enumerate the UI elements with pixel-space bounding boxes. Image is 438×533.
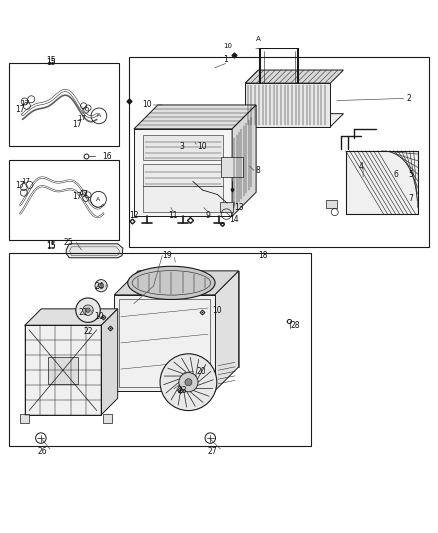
Text: 10: 10 (197, 142, 206, 151)
Text: 16: 16 (102, 152, 112, 161)
Text: 2: 2 (406, 94, 411, 103)
Text: 10: 10 (223, 43, 232, 49)
Polygon shape (245, 83, 330, 127)
Text: 17: 17 (20, 100, 29, 106)
Text: 10: 10 (142, 100, 152, 109)
Text: 17: 17 (72, 192, 82, 201)
Circle shape (179, 373, 198, 392)
Text: 27: 27 (208, 447, 217, 456)
Text: 17: 17 (21, 178, 31, 184)
Text: 3: 3 (180, 142, 184, 151)
Bar (219, 203, 233, 212)
Text: 6: 6 (393, 171, 398, 179)
Circle shape (185, 379, 192, 386)
Text: 9: 9 (206, 211, 211, 220)
Text: 10: 10 (212, 305, 222, 314)
Text: 15: 15 (46, 241, 56, 250)
Text: 7: 7 (409, 195, 413, 203)
Text: A: A (96, 197, 101, 202)
Text: 8: 8 (256, 166, 261, 175)
Text: 15: 15 (46, 58, 56, 67)
Text: 10: 10 (94, 312, 104, 321)
Bar (326, 200, 337, 208)
Text: 17: 17 (72, 120, 82, 129)
Text: 15: 15 (46, 243, 56, 252)
Text: 12: 12 (129, 211, 138, 220)
Text: 14: 14 (230, 215, 239, 224)
Text: 18: 18 (258, 251, 268, 260)
Polygon shape (346, 151, 418, 214)
Text: 13: 13 (234, 203, 244, 212)
Text: 1: 1 (223, 54, 228, 63)
Polygon shape (134, 129, 232, 216)
Bar (119, 299, 210, 386)
Text: 17: 17 (15, 105, 25, 114)
Text: 24: 24 (94, 281, 104, 290)
Text: A: A (256, 36, 261, 43)
Polygon shape (245, 114, 343, 127)
Circle shape (86, 308, 90, 312)
Polygon shape (138, 271, 239, 367)
Bar (10, 159, 119, 240)
Text: 17: 17 (15, 181, 25, 190)
Bar (221, 157, 243, 177)
Bar (48, 357, 78, 384)
Text: 5: 5 (409, 171, 413, 179)
Polygon shape (66, 244, 123, 258)
Polygon shape (25, 309, 118, 326)
Circle shape (76, 298, 100, 322)
Polygon shape (114, 295, 215, 391)
Text: 21: 21 (79, 308, 88, 317)
Text: 23: 23 (177, 386, 187, 395)
Polygon shape (232, 105, 256, 216)
Ellipse shape (128, 266, 215, 300)
Text: 28: 28 (291, 321, 300, 330)
Circle shape (95, 280, 107, 292)
Polygon shape (101, 309, 118, 415)
Polygon shape (134, 105, 256, 129)
Text: 26: 26 (37, 447, 47, 456)
Polygon shape (245, 70, 343, 83)
Text: 17: 17 (77, 115, 86, 121)
Text: 25: 25 (64, 238, 73, 247)
Bar (10, 63, 119, 147)
Polygon shape (25, 326, 101, 415)
Text: A: A (97, 114, 101, 118)
Text: 4: 4 (358, 161, 364, 171)
Circle shape (99, 283, 104, 288)
Bar (143, 185, 223, 212)
Text: 20: 20 (197, 367, 206, 376)
Bar (143, 135, 223, 159)
Text: 11: 11 (168, 211, 178, 220)
Text: 15: 15 (46, 56, 56, 65)
Circle shape (160, 354, 217, 410)
Bar (143, 164, 223, 185)
Bar (20, 414, 29, 423)
Text: 22: 22 (83, 327, 93, 336)
Circle shape (83, 305, 93, 316)
Text: 17: 17 (79, 190, 88, 196)
Bar (103, 414, 112, 423)
Bar (10, 253, 311, 446)
Bar (346, 151, 418, 214)
Bar (130, 57, 428, 247)
Polygon shape (114, 271, 239, 295)
Text: 19: 19 (162, 251, 171, 260)
Polygon shape (215, 271, 239, 391)
